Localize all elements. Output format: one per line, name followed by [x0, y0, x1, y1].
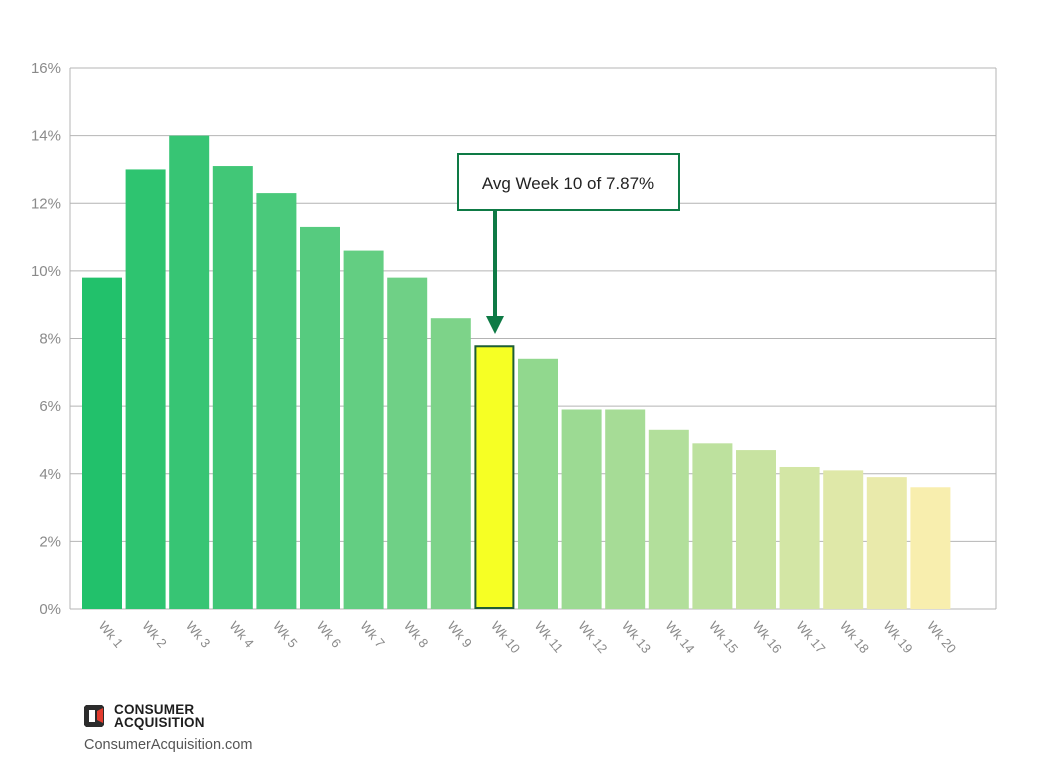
bar-wk-3 — [169, 136, 209, 609]
bar-wk-8 — [387, 278, 427, 609]
y-axis-tick-labels: 0% 2% 4% 6% 8% 10% 12% 14% 16% — [31, 60, 61, 618]
x-category-label: Wk 13 — [619, 618, 654, 656]
x-category-label: Wk 18 — [837, 618, 872, 656]
y-tick-label: 12% — [31, 195, 61, 212]
x-category-label: Wk 16 — [750, 618, 785, 656]
bar-wk-20 — [910, 487, 950, 609]
bar-wk-5 — [256, 193, 296, 609]
y-tick-label: 6% — [39, 398, 61, 415]
x-category-label: Wk 1 — [96, 618, 127, 650]
y-tick-label: 2% — [39, 533, 61, 550]
x-category-label: Wk 4 — [227, 618, 258, 650]
x-category-label: Wk 10 — [488, 618, 523, 656]
annotation-callout: Avg Week 10 of 7.87% — [458, 154, 679, 334]
x-category-label: Wk 5 — [270, 618, 301, 650]
y-tick-label: 10% — [31, 263, 61, 280]
bar-wk-12 — [562, 410, 602, 609]
x-category-label: Wk 6 — [314, 618, 345, 650]
x-category-label: Wk 7 — [357, 618, 388, 650]
bar-wk-9 — [431, 318, 471, 609]
bar-wk-4 — [213, 166, 253, 609]
consumer-acquisition-logo-icon — [83, 704, 105, 728]
annotation-arrow-head — [486, 316, 504, 334]
x-category-label: Wk 12 — [575, 618, 610, 656]
bar-wk-10 — [475, 346, 513, 608]
x-category-label: Wk 9 — [445, 618, 476, 650]
bar-wk-15 — [692, 443, 732, 609]
x-category-label: Wk 19 — [881, 618, 916, 656]
bar-wk-2 — [126, 169, 166, 609]
x-category-label: Wk 2 — [139, 618, 170, 650]
bar-wk-14 — [649, 430, 689, 609]
bar-wk-7 — [344, 251, 384, 609]
x-category-label: Wk 20 — [924, 618, 959, 656]
y-tick-label: 0% — [39, 601, 61, 618]
bar-wk-11 — [518, 359, 558, 609]
y-tick-label: 8% — [39, 331, 61, 348]
x-axis-category-labels: Wk 1 Wk 2 Wk 3 Wk 4 Wk 5 Wk 6 Wk 7 Wk 8 Wk 9 Wk 1… — [96, 618, 960, 656]
brand-url: ConsumerAcquisition.com — [84, 737, 252, 753]
y-tick-label: 4% — [39, 466, 61, 483]
x-category-label: Wk 11 — [532, 618, 567, 655]
bar-wk-17 — [780, 467, 820, 609]
bar-wk-19 — [867, 477, 907, 609]
x-category-label: Wk 8 — [401, 618, 432, 650]
annotation-text: Avg Week 10 of 7.87% — [482, 174, 654, 193]
x-category-label: Wk 3 — [183, 618, 214, 650]
bar-wk-18 — [823, 470, 863, 609]
x-category-label: Wk 17 — [793, 618, 828, 656]
bar-wk-16 — [736, 450, 776, 609]
bar-wk-13 — [605, 410, 645, 609]
bar-wk-6 — [300, 227, 340, 609]
bar-wk-1 — [82, 278, 122, 609]
brand-name-line-2: ACQUISITION — [114, 716, 205, 729]
x-category-label: Wk 14 — [663, 618, 698, 656]
x-category-label: Wk 15 — [706, 618, 741, 656]
y-tick-label: 14% — [31, 128, 61, 145]
y-tick-label: 16% — [31, 60, 61, 77]
